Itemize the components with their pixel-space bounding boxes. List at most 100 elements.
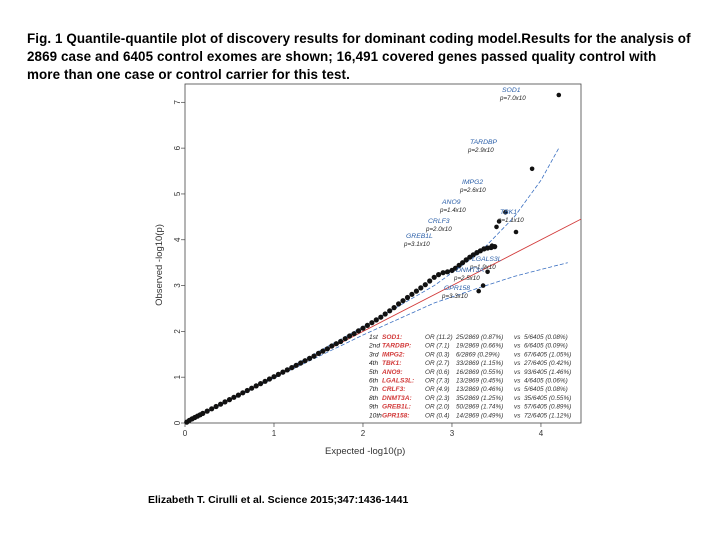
table-cases: 25/2869 (0.87%) (455, 334, 503, 341)
qq-point (360, 325, 366, 331)
table-rank: 6th (369, 378, 378, 385)
qq-point (364, 322, 370, 328)
qq-point (422, 282, 428, 288)
table-controls: 93/6405 (1.46%) (524, 369, 571, 376)
hit-gene-label: TARDBP (470, 139, 498, 146)
hit-p-value: p=2.0x10 (425, 226, 452, 233)
table-vs: vs (514, 360, 521, 367)
hit-gene-label: ANO9 (441, 199, 461, 206)
table-cases: 13/2869 (0.46%) (456, 386, 503, 393)
table-rank: 7th (369, 386, 378, 393)
table-controls: 5/6405 (0.08%) (524, 386, 568, 393)
qq-point (275, 371, 281, 377)
hit-p-value: p=1.1x10 (497, 217, 524, 224)
qq-point (382, 311, 388, 317)
top-hit-point (529, 166, 535, 172)
top-hit-point (503, 210, 508, 215)
figure-credit: Elizabeth T. Cirulli et al. Science 2015… (148, 494, 409, 506)
table-controls: 5/6405 (0.08%) (524, 334, 568, 341)
table-cases: 16/2869 (0.55%) (456, 369, 503, 376)
table-or: OR (0.4) (425, 412, 450, 419)
qq-point (391, 305, 397, 311)
qq-point (280, 369, 286, 375)
table-cases: 14/2869 (0.49%) (456, 412, 503, 419)
top-hit-point (476, 288, 482, 294)
y-tick-label: 2 (173, 329, 182, 334)
qq-point (463, 257, 469, 263)
qq-point (320, 348, 326, 354)
table-vs: vs (514, 343, 521, 350)
qq-point (222, 399, 228, 405)
qq-point (293, 362, 299, 368)
table-gene: DNMT3A: (382, 395, 412, 402)
table-rank: 4th (369, 360, 378, 367)
qq-point (333, 341, 339, 347)
x-tick-label: 1 (272, 429, 277, 438)
table-gene: LGALS3L: (382, 378, 414, 385)
table-cases: 35/2869 (1.25%) (456, 395, 503, 402)
hit-p-value: p=3.3x10 (441, 293, 468, 300)
qq-point (253, 383, 259, 389)
table-or: OR (0.6) (425, 369, 450, 376)
table-or: OR (7.3) (425, 378, 450, 385)
table-or: OR (4.9) (425, 386, 450, 393)
qq-plot-figure: 0 1 2 3 4 0 1 2 3 4 5 6 7 SOD1 p=7.0x10 TARDBP p=2.9x10… (150, 80, 590, 460)
qq-point (396, 301, 402, 307)
table-rank: 5th (369, 369, 378, 376)
table-cases: 33/2869 (1.15%) (456, 360, 503, 367)
qq-point (240, 390, 246, 396)
hit-gene-label: CRLF3 (428, 218, 450, 225)
top-hit-point (513, 229, 519, 235)
table-rank: 10th (369, 412, 382, 419)
qq-point (347, 333, 353, 339)
hit-gene-label: IMPG2 (462, 179, 483, 186)
plot-frame (184, 83, 582, 424)
y-tick-label: 4 (173, 237, 182, 242)
qq-point (315, 350, 322, 356)
qq-point (409, 291, 415, 297)
qq-point (302, 358, 308, 364)
qq-point (369, 320, 375, 326)
table-gene: GREB1L: (382, 404, 411, 411)
table-gene: IMPG2: (382, 351, 405, 358)
qq-point (244, 387, 250, 394)
qq-point (400, 298, 406, 304)
table-cases: 6/2869 (0.29%) (456, 351, 500, 358)
table-controls: 67/6405 (1.05%) (524, 351, 571, 358)
qq-point (266, 376, 273, 382)
y-tick-label: 5 (173, 191, 182, 196)
table-vs: vs (514, 369, 521, 376)
qq-point (452, 265, 459, 271)
qq-point (460, 260, 466, 266)
hit-gene-label: DNMT3A (456, 267, 484, 274)
hit-p-value: p=2.9x10 (467, 147, 494, 154)
table-cases: 13/2869 (0.45%) (456, 378, 503, 385)
qq-point (413, 288, 419, 294)
x-tick-label: 0 (183, 429, 188, 438)
table-controls: 57/6405 (0.89%) (524, 404, 571, 411)
qq-point (200, 410, 206, 416)
table-or: OR (2.0) (425, 404, 450, 411)
qq-point (436, 272, 442, 278)
top-hit-point (494, 224, 499, 230)
table-gene: TARDBP: (382, 343, 411, 350)
hit-p-value: p=1.9x10 (469, 264, 496, 271)
table-or: OR (2.7) (425, 360, 450, 367)
hit-gene-label: GREB1L (406, 233, 433, 240)
qq-point (440, 270, 446, 276)
qq-point (307, 355, 313, 361)
table-vs: vs (514, 334, 521, 341)
table-gene: GPR158: (382, 412, 410, 419)
table-vs: vs (514, 404, 521, 411)
hit-p-value: p=2.5x10 (453, 275, 480, 282)
qq-point (324, 346, 330, 352)
table-rank: 2nd (368, 343, 380, 350)
table-or: OR (2.3) (425, 395, 450, 402)
qq-point (231, 394, 237, 400)
x-axis-label: Expected -log10(p) (325, 446, 405, 457)
qq-point (258, 381, 264, 387)
qq-point (249, 385, 255, 391)
x-tick-label: 4 (539, 429, 544, 438)
qq-point (456, 262, 462, 268)
